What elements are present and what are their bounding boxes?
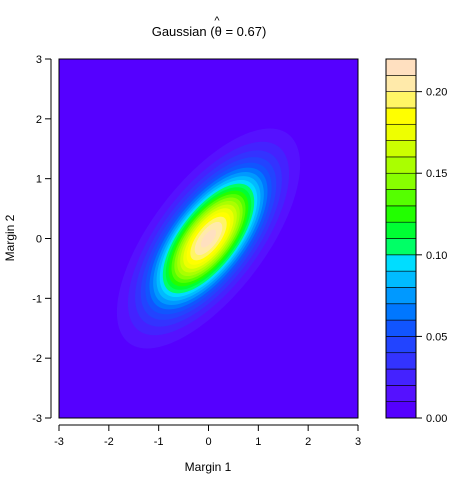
colorbar-swatch: [385, 140, 417, 158]
colorbar-swatch: [385, 221, 417, 239]
colorbar-swatch: [385, 75, 417, 92]
colorbar-swatch: [385, 107, 417, 125]
plot-area: [59, 59, 358, 418]
y-tick-label: 2: [36, 114, 42, 126]
x-tick-label: -3: [54, 436, 64, 448]
colorbar-swatch: [385, 91, 417, 109]
colorbar-swatch: [385, 319, 417, 337]
y-tick-label: -1: [32, 293, 42, 305]
colorbar-swatch: [385, 270, 417, 288]
y-tick-label: -3: [32, 413, 42, 425]
x-tick-label: -2: [104, 436, 114, 448]
colorbar-swatch: [385, 123, 417, 141]
colorbar-tick-label: 0.15: [426, 168, 447, 180]
colorbar-tick-label: 0.05: [426, 331, 447, 343]
y-tick-label: 0: [36, 234, 42, 246]
title-theta: θ: [215, 24, 222, 39]
plot-frame: [58, 58, 359, 419]
y-axis: -3 -2 -1 0 1 2 3: [32, 54, 52, 425]
colorbar: 0.00 0.05 0.10 0.15 0.20: [385, 58, 447, 425]
colorbar-tick-label: 0.00: [426, 413, 447, 425]
colorbar-swatch: [385, 303, 417, 321]
x-axis-label: Margin 1: [185, 460, 232, 474]
colorbar-swatch: [385, 385, 417, 402]
colorbar-swatch: [385, 156, 417, 174]
contour-bands: [116, 128, 301, 349]
x-axis: -3 -2 -1 0 1 2 3: [54, 424, 361, 448]
colorbar-swatch: [385, 352, 417, 370]
y-axis-label: Margin 2: [3, 214, 17, 261]
x-tick-label: 0: [205, 436, 211, 448]
colorbar-swatch: [385, 368, 417, 386]
colorbar-swatch: [385, 189, 417, 207]
x-tick-label: -1: [154, 436, 164, 448]
title-hat: ^: [214, 15, 220, 27]
colorbar-tick-label: 0.20: [426, 87, 447, 99]
colorbar-frame: [385, 58, 417, 419]
y-tick-label: 1: [36, 174, 42, 186]
y-tick-label: 3: [36, 54, 42, 66]
colorbar-swatch: [385, 238, 417, 256]
chart-title: Gaussian (θ = 0.67): [152, 24, 267, 39]
colorbar-swatch: [385, 336, 417, 354]
colorbar-tick-label: 0.10: [426, 250, 447, 262]
colorbar-swatch: [385, 205, 417, 223]
colorbar-swatch: [385, 172, 417, 190]
x-tick-label: 2: [305, 436, 311, 448]
colorbar-swatch: [385, 58, 417, 76]
contour-band: [200, 229, 217, 248]
x-tick-label: 1: [255, 436, 261, 448]
colorbar-swatch: [385, 254, 417, 272]
y-tick-label: -2: [32, 353, 42, 365]
colorbar-swatch: [385, 401, 417, 419]
colorbar-swatch: [385, 287, 417, 305]
x-tick-label: 3: [355, 436, 361, 448]
